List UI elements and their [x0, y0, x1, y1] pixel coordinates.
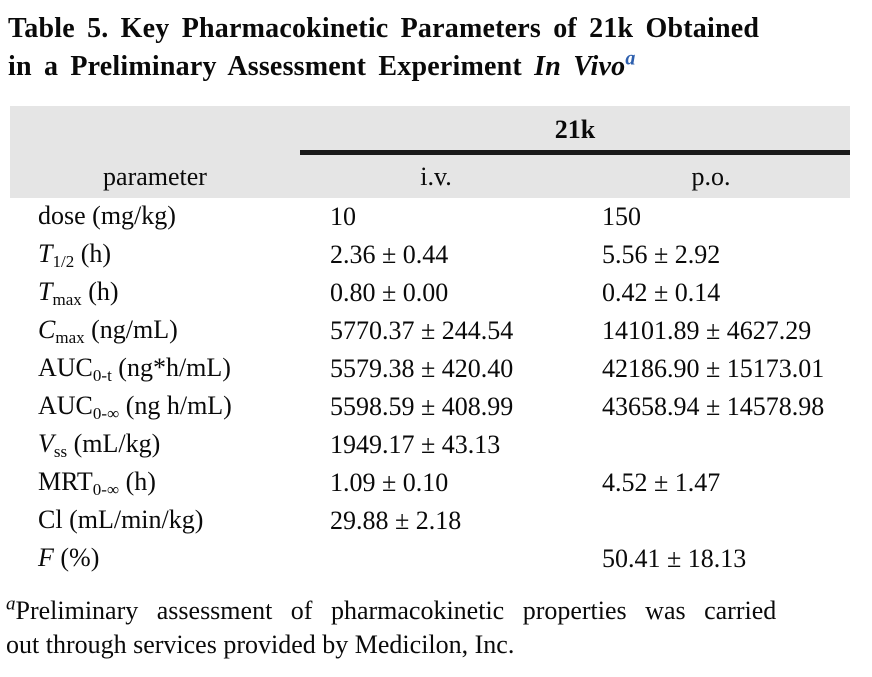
param-subscript: 0-∞ [92, 479, 120, 499]
param-name: AUC [38, 390, 93, 420]
iv-value: 5598.59 ± 408.99 [330, 392, 514, 421]
compound-group-header: 21k [554, 115, 596, 144]
table-row-f: F (%) 50.41 ± 18.13 [10, 540, 850, 578]
param-unit: (ng*h/mL) [111, 352, 231, 382]
param-name: dose [38, 200, 86, 230]
param-unit: (h) [81, 276, 119, 306]
param-name: C [38, 314, 56, 344]
table-row-t-half: T1/2 (h) 2.36 ± 0.44 5.56 ± 2.92 [10, 236, 850, 274]
po-value: 50.41 ± 18.13 [602, 544, 747, 573]
param-subscript: 0-t [92, 365, 112, 385]
title-footnote-marker: a [625, 47, 636, 70]
param-name: T [38, 238, 53, 268]
iv-value: 1.09 ± 0.10 [330, 468, 449, 497]
po-value: 42186.90 ± 15173.01 [602, 354, 825, 383]
footnote: aPreliminary assessment of pharmacokinet… [6, 594, 864, 662]
group-header-rule [300, 150, 850, 155]
param-name: Cl [38, 504, 63, 534]
col-header-po: p.o. [691, 161, 731, 191]
param-cell: F (%) [10, 543, 300, 576]
table-header: 21k parameter i.v. p.o. [10, 106, 850, 198]
param-cell: Vss (mL/kg) [10, 429, 300, 462]
footnote-marker: a [6, 593, 16, 615]
param-subscript: 0-∞ [92, 403, 120, 423]
table-title: Table 5. Key Pharmacokinetic Parameters … [8, 10, 864, 86]
param-unit: (mL/kg) [67, 428, 161, 458]
title-line1: Table 5. Key Pharmacokinetic Parameters … [8, 13, 760, 44]
param-unit: (mL/min/kg) [62, 504, 204, 534]
iv-value: 5770.37 ± 244.54 [330, 316, 514, 345]
po-value: 150 [602, 202, 641, 231]
param-name: F [38, 542, 54, 572]
param-unit: (h) [74, 238, 112, 268]
iv-value: 5579.38 ± 420.40 [330, 354, 514, 383]
table-row-auc-0inf: AUC0-∞ (ng h/mL) 5598.59 ± 408.99 43658.… [10, 388, 850, 426]
po-value: 14101.89 ± 4627.29 [602, 316, 812, 345]
param-cell: dose (mg/kg) [10, 201, 300, 234]
param-cell: AUC0-t (ng*h/mL) [10, 353, 300, 386]
param-subscript: ss [53, 441, 68, 461]
param-subscript: max [52, 289, 82, 309]
table-row-cl: Cl (mL/min/kg) 29.88 ± 2.18 [10, 502, 850, 540]
param-name: AUC [38, 352, 93, 382]
param-name: V [38, 428, 54, 458]
param-name: T [38, 276, 53, 306]
param-subscript: 1/2 [52, 251, 75, 271]
param-unit: (ng h/mL) [119, 390, 232, 420]
param-cell: MRT0-∞ (h) [10, 467, 300, 500]
param-cell: AUC0-∞ (ng h/mL) [10, 391, 300, 424]
po-value: 5.56 ± 2.92 [602, 240, 721, 269]
table-row-dose: dose (mg/kg) 10 150 [10, 198, 850, 236]
table-row-mrt: MRT0-∞ (h) 1.09 ± 0.10 4.52 ± 1.47 [10, 464, 850, 502]
param-unit: (ng/mL) [84, 314, 178, 344]
column-header-row: parameter i.v. p.o. [10, 155, 850, 198]
iv-value: 1949.17 ± 43.13 [330, 430, 501, 459]
rule-spacer [10, 150, 300, 155]
col-header-parameter: parameter [103, 161, 207, 191]
param-unit: (%) [53, 542, 100, 572]
footnote-line1: aPreliminary assessment of pharmacokinet… [6, 593, 777, 625]
po-value: 4.52 ± 1.47 [602, 468, 721, 497]
iv-value: 29.88 ± 2.18 [330, 506, 462, 535]
param-unit: (h) [119, 466, 156, 496]
group-header-row: 21k [10, 106, 850, 150]
iv-value: 2.36 ± 0.44 [330, 240, 449, 269]
table-row-auc-0t: AUC0-t (ng*h/mL) 5579.38 ± 420.40 42186.… [10, 350, 850, 388]
param-unit: (mg/kg) [85, 200, 176, 230]
table-row-t-max: Tmax (h) 0.80 ± 0.00 0.42 ± 0.14 [10, 274, 850, 312]
param-cell: Cmax (ng/mL) [10, 315, 300, 348]
pharmacokinetics-table: 21k parameter i.v. p.o. dose (mg/kg) 10 … [10, 106, 850, 578]
group-rule-row [10, 150, 850, 155]
po-value: 43658.94 ± 14578.98 [602, 392, 825, 421]
table-body: dose (mg/kg) 10 150 T1/2 (h) 2.36 ± 0.44… [10, 198, 850, 578]
param-name: MRT [38, 466, 93, 496]
param-cell: T1/2 (h) [10, 239, 300, 272]
param-subscript: max [55, 327, 85, 347]
param-cell: Cl (mL/min/kg) [10, 505, 300, 538]
title-italic-invivo: In Vivo [534, 51, 626, 82]
iv-value: 10 [330, 202, 356, 231]
iv-value: 0.80 ± 0.00 [330, 278, 449, 307]
col-header-iv: i.v. [420, 161, 452, 191]
table-row-c-max: Cmax (ng/mL) 5770.37 ± 244.54 14101.89 ±… [10, 312, 850, 350]
param-cell: Tmax (h) [10, 277, 300, 310]
table-row-vss: Vss (mL/kg) 1949.17 ± 43.13 [10, 426, 850, 464]
title-line2: in a Preliminary Assessment Experiment [8, 51, 535, 82]
footnote-text-line2: out through services provided by Medicil… [6, 630, 515, 659]
footnote-text-line1: Preliminary assessment of pharmacokineti… [15, 596, 777, 625]
po-value: 0.42 ± 0.14 [602, 278, 721, 307]
